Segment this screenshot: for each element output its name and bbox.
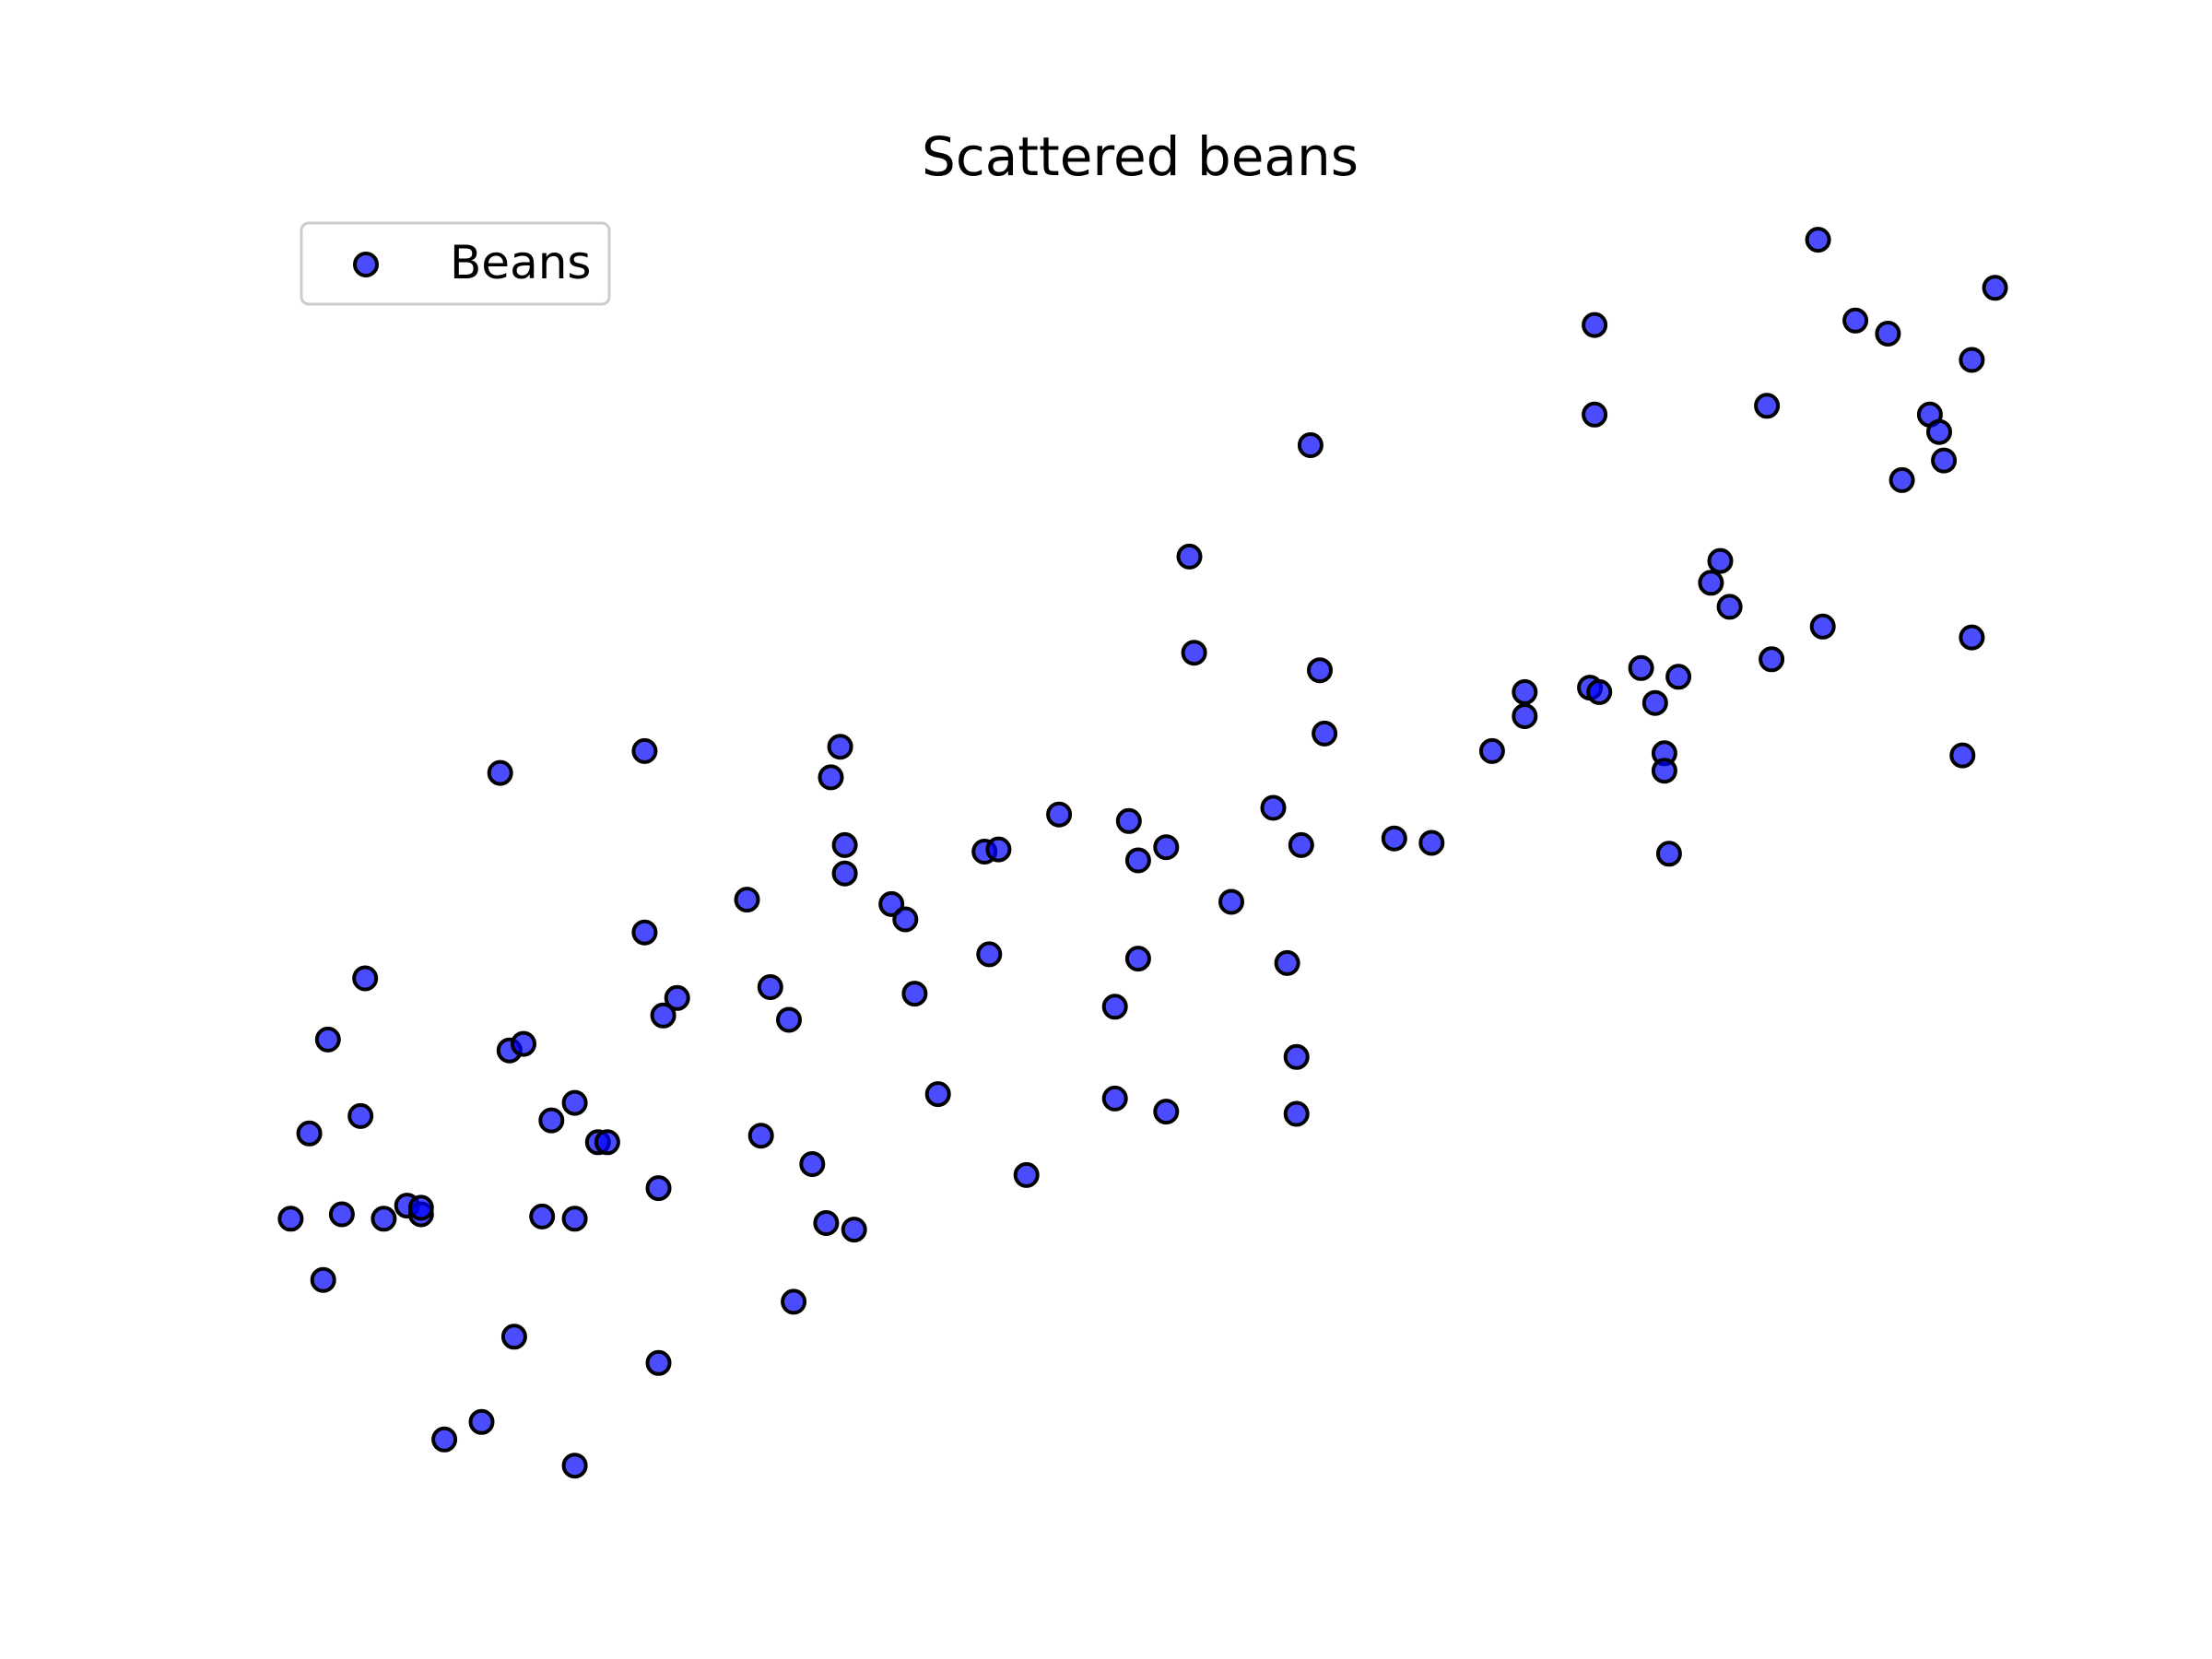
bean-point	[1926, 418, 1952, 445]
legend-marker	[353, 252, 379, 277]
bean-point	[747, 1123, 774, 1149]
bean-point	[1176, 543, 1203, 570]
bean-point	[1805, 227, 1831, 253]
bean-point	[1582, 312, 1608, 338]
bean-point	[1582, 401, 1608, 428]
bean-point	[1651, 758, 1677, 784]
bean-point	[1949, 742, 1976, 769]
bean-point	[511, 1030, 536, 1057]
bean-point	[1959, 624, 1985, 651]
bean-point	[468, 1408, 495, 1435]
bean-point	[1418, 830, 1445, 856]
bean-point	[1759, 646, 1785, 673]
bean-point	[1628, 654, 1654, 681]
bean-point	[1153, 1099, 1180, 1125]
bean-point	[1888, 466, 1915, 493]
bean-point	[1512, 678, 1538, 705]
bean-point	[1698, 570, 1724, 596]
bean-point	[892, 906, 919, 933]
legend-label: Beans	[450, 236, 591, 289]
bean-point	[1842, 307, 1869, 334]
bean-point	[1931, 447, 1958, 474]
chart-title: Scattered beans	[922, 125, 1359, 188]
bean-point	[985, 836, 1012, 863]
bean-point	[1959, 347, 1985, 373]
bean-point	[1707, 547, 1734, 574]
bean-point	[1181, 640, 1207, 666]
bean-point	[631, 737, 658, 764]
bean-point	[813, 1210, 840, 1236]
bean-point	[1274, 949, 1300, 976]
bean-point	[1875, 321, 1901, 347]
bean-point	[1013, 1161, 1040, 1188]
bean-point	[664, 984, 690, 1011]
bean-point	[1260, 794, 1287, 821]
bean-point	[827, 734, 853, 760]
bean-point	[1512, 703, 1538, 729]
bean-point	[1754, 393, 1781, 419]
bean-point	[924, 1081, 951, 1108]
bean-point	[1982, 275, 2008, 301]
bean-point	[1809, 613, 1836, 640]
bean-point	[529, 1203, 556, 1230]
bean-point	[347, 1102, 374, 1129]
bean-point	[841, 1217, 867, 1243]
legend: Beans	[300, 221, 611, 306]
bean-point	[352, 965, 379, 992]
bean-point	[1297, 432, 1324, 458]
bean-point	[487, 759, 513, 786]
bean-point	[1101, 994, 1128, 1020]
bean-point	[1665, 664, 1692, 690]
bean-point	[371, 1206, 397, 1232]
bean-point	[296, 1120, 323, 1147]
bean-point	[328, 1201, 355, 1228]
bean-point	[594, 1129, 620, 1156]
bean-point	[645, 1349, 672, 1376]
bean-point	[1288, 831, 1314, 858]
bean-point	[776, 1006, 802, 1033]
bean-point	[1046, 801, 1073, 828]
bean-point	[407, 1194, 434, 1221]
bean-point	[1641, 689, 1668, 716]
bean-point	[1716, 594, 1743, 620]
bean-point	[1586, 678, 1613, 705]
bean-point	[1655, 841, 1682, 867]
bean-point	[1312, 720, 1338, 747]
bean-point	[1478, 737, 1505, 764]
bean-point	[1283, 1043, 1310, 1070]
bean-point	[831, 860, 858, 887]
bean-point	[781, 1288, 807, 1315]
bean-point	[1153, 834, 1180, 861]
bean-point	[799, 1151, 826, 1177]
bean-point	[757, 974, 783, 1000]
bean-point	[734, 887, 760, 913]
bean-point	[1124, 847, 1151, 874]
bean-point	[901, 981, 928, 1007]
bean-point	[561, 1089, 588, 1116]
data-points	[277, 227, 2008, 1479]
bean-point	[650, 1002, 677, 1029]
bean-point	[1124, 946, 1151, 972]
bean-point	[538, 1107, 565, 1134]
bean-point	[976, 941, 1003, 968]
bean-point	[1115, 807, 1142, 834]
bean-point	[431, 1426, 458, 1453]
bean-point	[1381, 825, 1407, 852]
bean-point	[831, 831, 858, 858]
bean-point	[277, 1206, 304, 1232]
bean-point	[645, 1175, 672, 1202]
bean-point	[1307, 657, 1333, 684]
bean-point	[1101, 1085, 1128, 1112]
bean-point	[1283, 1100, 1310, 1127]
bean-point	[818, 764, 844, 791]
bean-point	[561, 1453, 588, 1479]
bean-point	[310, 1266, 336, 1293]
bean-point	[561, 1206, 588, 1232]
bean-point	[500, 1324, 527, 1350]
legend-frame	[300, 221, 611, 306]
bean-point	[631, 919, 658, 946]
bean-point	[314, 1026, 341, 1053]
bean-point	[1218, 888, 1244, 915]
